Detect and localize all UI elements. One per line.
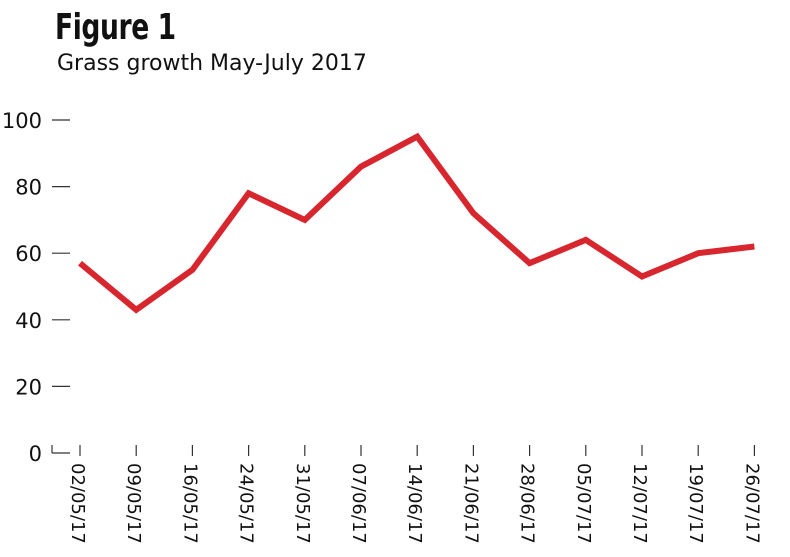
- y-axis: 0 20 40 60 80 100: [2, 109, 70, 466]
- y-tick-label: 80: [15, 176, 42, 200]
- plot-area: [78, 132, 755, 314]
- x-axis: 02/05/17 09/05/17 16/05/17 24/05/17 31/05/17…: [67, 445, 762, 544]
- x-tick-label: 02/05/17: [67, 463, 88, 544]
- y-tick-label: 60: [15, 242, 42, 266]
- x-tick-label: 05/07/17: [573, 463, 594, 544]
- series-line: [78, 132, 755, 314]
- x-tick-label: 24/05/17: [236, 463, 257, 544]
- x-tick-label: 16/05/17: [179, 463, 200, 544]
- y-tick-label: 0: [29, 442, 42, 466]
- chart-title: Grass growth May-July 2017: [57, 51, 367, 76]
- x-tick-label: 14/06/17: [404, 463, 425, 544]
- x-tick-label: 21/06/17: [460, 463, 481, 544]
- x-tick-label: 28/06/17: [517, 463, 538, 544]
- x-tick-label: 26/07/17: [741, 463, 762, 544]
- figure-label: Figure 1: [55, 7, 176, 48]
- x-tick-label: 12/07/17: [629, 463, 650, 544]
- y-tick-label: 40: [15, 309, 42, 333]
- x-tick-label: 09/05/17: [123, 463, 144, 544]
- y-tick-label: 100: [2, 109, 42, 133]
- x-tick-label: 31/05/17: [292, 463, 313, 544]
- y-tick-label: 20: [15, 375, 42, 399]
- x-tick-label: 19/07/17: [685, 463, 706, 544]
- x-tick-label: 07/06/17: [348, 463, 369, 544]
